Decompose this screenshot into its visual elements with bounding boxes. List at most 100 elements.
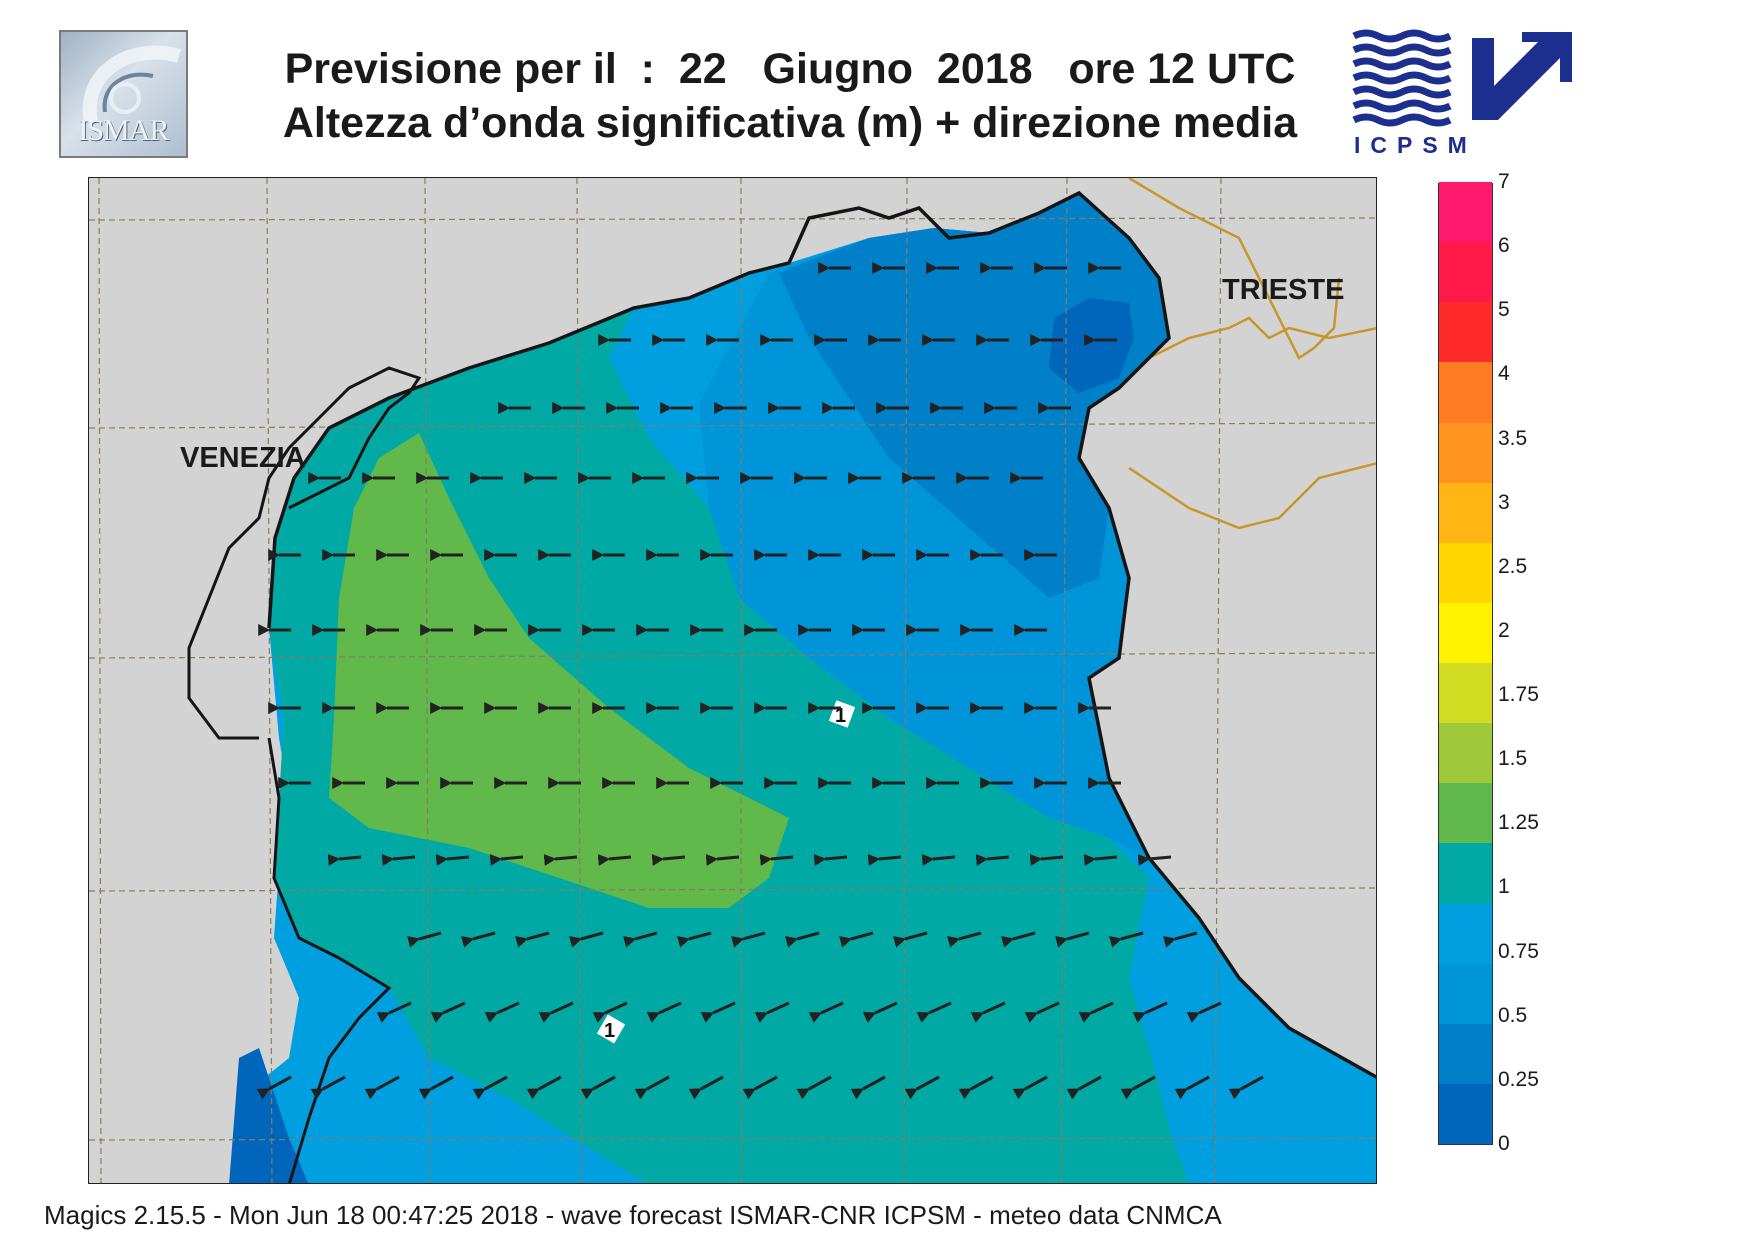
wave-direction-arrow: [407, 931, 442, 948]
title-variable: Altezza d’onda significativa (m) + direz…: [282, 99, 1298, 147]
icpsm-logo-text: ICPSM: [1354, 132, 1477, 158]
wave-direction-arrow: [472, 1075, 508, 1100]
wave-direction-arrow: [893, 931, 928, 948]
legend-swatch: [1439, 662, 1492, 724]
color-legend: [1438, 181, 1493, 1145]
wave-direction-arrow: [1137, 854, 1172, 866]
wave-direction-arrow: [921, 854, 956, 866]
wave-direction-arrow: [970, 1001, 1006, 1023]
legend-tick-label: 0: [1498, 1132, 1510, 1155]
wave-direction-arrow: [1132, 1001, 1168, 1023]
wave-direction-arrow: [1066, 1075, 1102, 1100]
wave-direction-arrow: [759, 854, 794, 866]
legend-swatch: [1439, 842, 1492, 904]
legend-swatch: [1439, 963, 1492, 1024]
legend-tick-label: 0.75: [1498, 939, 1539, 963]
wave-direction-arrow: [651, 854, 686, 866]
wave-direction-arrow: [904, 1075, 940, 1100]
ismar-logo-text: ISMAR: [78, 114, 169, 147]
wave-direction-arrow: [1055, 931, 1090, 948]
legend-tick-label: 6: [1498, 234, 1510, 258]
legend-swatch: [1439, 422, 1492, 483]
wave-direction-arrow: [1109, 931, 1144, 948]
legend-swatch: [1439, 482, 1492, 543]
wave-direction-arrow: [1029, 854, 1064, 866]
ismar-swirl-icon: [82, 45, 181, 124]
wave-direction-arrow: [850, 1075, 886, 1100]
legend-tick-label: 4: [1498, 362, 1510, 386]
wave-direction-arrow: [975, 854, 1010, 866]
wave-direction-arrow: [543, 854, 578, 866]
wave-direction-arrow: [754, 1001, 790, 1023]
wave-direction-arrow: [1163, 931, 1198, 948]
wave-direction-arrow: [1012, 1075, 1048, 1100]
venice-lagoon-coast: [187, 366, 422, 740]
legend-swatch: [1439, 903, 1492, 964]
title-forecast-date: Previsione per il : 22 Giugno 2018 ore 1…: [284, 45, 1296, 93]
wave-direction-arrow: [742, 1075, 778, 1100]
city-label-venezia: VENEZIA: [180, 442, 306, 474]
wave-direction-arrow: [623, 931, 658, 948]
wave-direction-arrow: [327, 854, 362, 866]
ismar-logo: ISMAR: [59, 30, 188, 158]
wave-direction-arrow: [310, 1075, 346, 1100]
wave-direction-arrow: [1174, 1075, 1210, 1100]
legend-tick-label: 2.5: [1498, 554, 1528, 578]
legend-tick-label: 1.25: [1498, 811, 1539, 835]
legend-swatch: [1439, 782, 1492, 844]
wave-direction-arrow: [700, 1001, 736, 1023]
wave-direction-arrow: [1186, 1001, 1222, 1023]
sea-band-025-05: [779, 193, 1169, 598]
wave-direction-arrow: [839, 931, 874, 948]
wave-direction-arrow: [484, 1001, 520, 1023]
po-delta-coast: [267, 737, 392, 1183]
wave-direction-arrow: [677, 931, 712, 948]
legend-tick-label: 2: [1498, 618, 1510, 642]
wave-direction-arrow: [1001, 931, 1036, 948]
legend-tick-label: 3: [1498, 490, 1510, 514]
wave-direction-arrow: [1024, 1001, 1060, 1023]
wave-direction-arrow: [489, 854, 524, 866]
wave-direction-arrow: [376, 1001, 412, 1023]
wave-direction-arrow: [688, 1075, 724, 1100]
wave-direction-arrow: [592, 1001, 628, 1023]
legend-tick-label: 1.5: [1498, 747, 1528, 771]
wave-direction-arrow: [705, 854, 740, 866]
svg-text:1: 1: [604, 1020, 615, 1042]
wave-direction-arrow: [634, 1075, 670, 1100]
wave-direction-arrow: [1083, 854, 1118, 866]
wave-direction-arrow: [418, 1075, 454, 1100]
legend-swatch: [1439, 361, 1492, 423]
legend-swatch: [1439, 1023, 1492, 1084]
icpsm-logo: ICPSM: [1350, 28, 1590, 160]
wave-direction-arrow: [430, 1001, 466, 1023]
wave-direction-arrow: [862, 1001, 898, 1023]
wave-map: 1 1 VENEZIA TRIESTE: [88, 177, 1377, 1184]
wave-direction-arrow: [785, 931, 820, 948]
legend-tick-label: 5: [1498, 298, 1510, 322]
wave-direction-arrow: [538, 1001, 574, 1023]
page-title: Previsione per il : 22 Giugno 2018 ore 1…: [250, 42, 1330, 150]
legend-swatch: [1439, 301, 1492, 363]
state-border: [1128, 178, 1376, 530]
wave-direction-arrow: [435, 854, 470, 866]
svg-text:1: 1: [835, 705, 846, 727]
wave-direction-arrow: [461, 931, 496, 948]
legend-tick-label: 0.5: [1498, 1003, 1528, 1027]
wave-map-canvas: 1 1: [89, 178, 1376, 1183]
wave-direction-arrow: [569, 931, 604, 948]
wave-direction-arrow: [731, 931, 766, 948]
wave-direction-arrow: [958, 1075, 994, 1100]
wave-direction-arrow: [646, 1001, 682, 1023]
wave-direction-arrow: [381, 854, 416, 866]
legend-tick-label: 7: [1498, 170, 1510, 193]
wave-direction-arrows: [256, 262, 1264, 1100]
legend-swatch: [1439, 241, 1492, 303]
wave-direction-arrow: [526, 1075, 562, 1100]
footer-credits: Magics 2.15.5 - Mon Jun 18 00:47:25 2018…: [44, 1200, 1222, 1230]
wave-direction-arrow: [796, 1075, 832, 1100]
city-label-trieste: TRIESTE: [1222, 274, 1345, 306]
icpsm-waves-icon: [1352, 29, 1572, 127]
wave-direction-arrow: [515, 931, 550, 948]
wave-direction-arrow: [813, 854, 848, 866]
